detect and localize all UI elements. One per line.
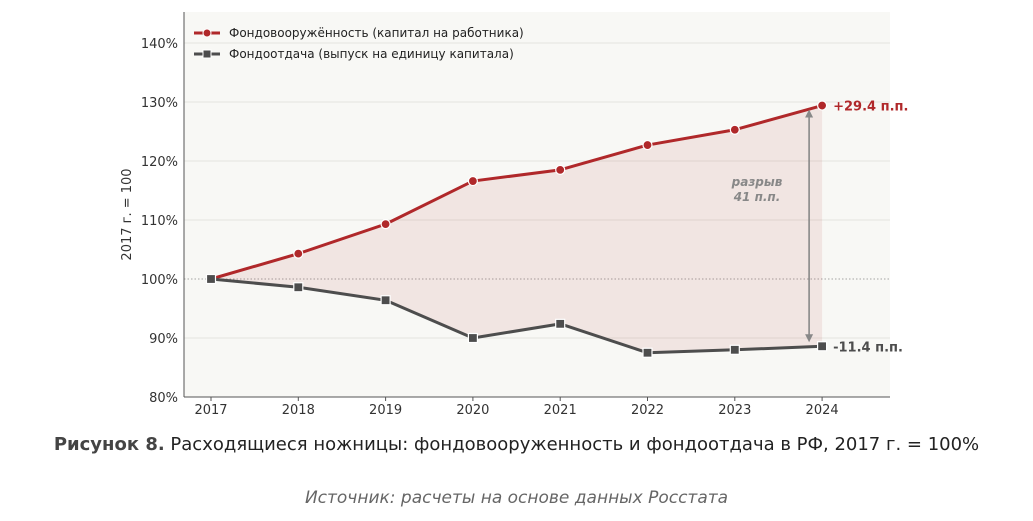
x-tick-label: 2019	[369, 403, 402, 418]
data-point	[467, 332, 478, 344]
data-point	[293, 282, 304, 293]
x-tick-label: 2022	[631, 403, 664, 418]
gap-arrow-head-down	[805, 334, 814, 343]
data-point	[555, 164, 566, 175]
data-point	[205, 273, 217, 285]
series-line-1	[210, 277, 823, 355]
series-end-label: +29.4 п.п.	[833, 100, 908, 115]
x-tick-label: 2020	[456, 403, 489, 418]
data-point	[816, 341, 828, 352]
x-tick-label: 2021	[544, 403, 577, 418]
x-tick-label: 2017	[194, 403, 227, 418]
legend: Фондовооружённость (капитал на работника…	[194, 26, 524, 61]
y-axis-label: 2017 г. = 100	[120, 168, 135, 260]
data-point	[293, 248, 304, 259]
y-tick-label: 90%	[149, 332, 178, 347]
legend-marker	[202, 28, 212, 38]
x-tick-label: 2018	[282, 403, 315, 418]
figure-caption-label: Рисунок 8.	[53, 434, 165, 455]
gap-shading	[211, 105, 823, 353]
y-tick-label: 80%	[149, 391, 178, 406]
x-tick-label: 2024	[806, 403, 839, 418]
data-point	[642, 139, 653, 151]
series-line-0	[210, 104, 823, 281]
series-end-label: -11.4 п.п.	[833, 340, 903, 355]
gap-label: разрыв	[731, 175, 783, 189]
figure-caption: Рисунок 8. Расходящиеся ножницы: фондово…	[0, 433, 1033, 457]
data-point	[642, 347, 653, 358]
legend-label: Фондовооружённость (капитал на работника…	[229, 26, 524, 40]
data-point	[729, 124, 740, 135]
gap-arrow-head-up	[805, 109, 814, 118]
y-tick-label: 130%	[141, 96, 178, 111]
series	[205, 100, 828, 358]
figure-source: Источник: расчеты на основе данных Росст…	[304, 488, 729, 508]
x-tick-label: 2023	[718, 403, 751, 418]
data-point	[380, 295, 391, 306]
figure-caption-text: Расходящиеся ножницы: фондовооруженность…	[170, 434, 980, 455]
y-tick-label: 100%	[141, 273, 178, 288]
y-tick-label: 110%	[141, 214, 178, 229]
legend-label: Фондоотдача (выпуск на единицу капитала)	[229, 47, 514, 61]
legend-marker	[202, 49, 212, 59]
data-point	[729, 344, 740, 355]
data-point	[380, 219, 391, 230]
axes: 80% 90% 100% 110% 120% 130% 140% 2017 2018 2019 20…	[120, 12, 890, 418]
data-point	[555, 318, 566, 329]
data-point	[816, 100, 828, 111]
data-point	[467, 175, 478, 187]
chart: 80% 90% 100% 110% 120% 130% 140% 2017 2018 2019 20…	[120, 12, 909, 418]
y-tick-label: 120%	[141, 155, 178, 170]
plot-background	[184, 12, 890, 397]
y-tick-label: 140%	[141, 37, 178, 52]
gap-label: 41 п.п.	[733, 190, 781, 204]
gap-area	[211, 105, 823, 353]
